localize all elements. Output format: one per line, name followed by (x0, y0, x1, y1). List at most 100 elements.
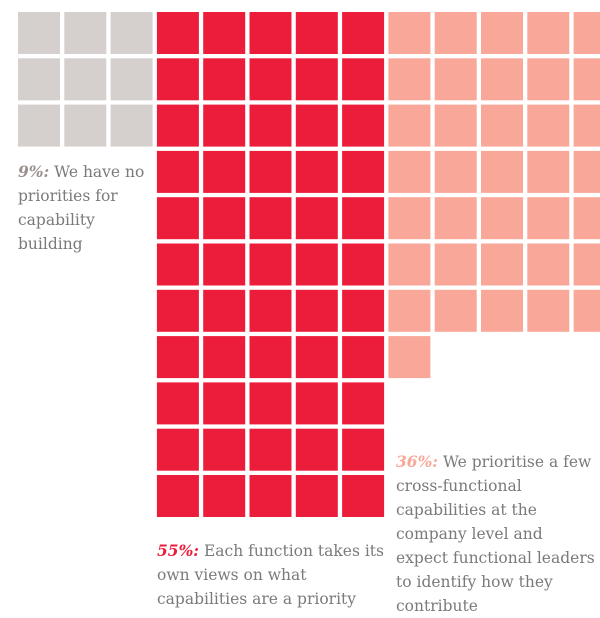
waffle-cell-function (295, 104, 338, 147)
waffle-cell-cross (434, 12, 477, 54)
waffle-cell-cross (388, 336, 431, 379)
waffle-cell-function (156, 289, 199, 332)
waffle-cell-cross (573, 58, 600, 101)
waffle-cell-function (342, 150, 385, 193)
waffle-cell-function (203, 336, 246, 379)
waffle-cell-function (156, 150, 199, 193)
waffle-cell-cross (434, 150, 477, 193)
waffle-cell-function (295, 197, 338, 240)
waffle-cell-function (203, 104, 246, 147)
waffle-cell-cross (573, 12, 600, 54)
waffle-cell-function (342, 58, 385, 101)
waffle-cell-cross (481, 12, 523, 54)
waffle-cell-function (156, 197, 199, 240)
label-no-priorities-percent: 9%: (18, 162, 50, 181)
waffle-cell-cross (481, 243, 523, 286)
waffle-cell-function (342, 428, 385, 471)
waffle-cell-function (295, 336, 338, 379)
waffle-cell-none (110, 58, 153, 101)
waffle-cell-function (156, 58, 199, 101)
waffle-cell-cross (434, 243, 477, 286)
waffle-cell-function (156, 12, 199, 54)
waffle-cell-function (203, 289, 246, 332)
waffle-cell-cross (527, 289, 570, 332)
waffle-cell-cross (388, 289, 431, 332)
waffle-cell-function (156, 428, 199, 471)
waffle-cell-function (249, 336, 292, 379)
waffle-cell-none (18, 12, 60, 54)
waffle-cell-function (156, 382, 199, 425)
label-no-priorities-text: We have no priorities for capability bui… (18, 163, 145, 253)
waffle-cell-cross (388, 104, 431, 147)
waffle-cell-function (342, 336, 385, 379)
waffle-cell-cross (573, 104, 600, 147)
waffle-cell-function (249, 104, 292, 147)
waffle-cell-function (203, 243, 246, 286)
waffle-cell-cross (481, 289, 523, 332)
waffle-cell-none (64, 12, 107, 54)
waffle-cell-cross (388, 243, 431, 286)
label-cross-functional: 36%: We prioritise a few cross-functiona… (396, 450, 596, 618)
waffle-cell-function (295, 243, 338, 286)
waffle-cell-function (249, 382, 292, 425)
waffle-cell-function (295, 428, 338, 471)
waffle-cell-cross (527, 58, 570, 101)
waffle-cell-function (203, 382, 246, 425)
waffle-cell-function (156, 104, 199, 147)
waffle-cell-function (295, 289, 338, 332)
waffle-cell-none (110, 104, 153, 147)
waffle-cell-function (295, 475, 338, 517)
waffle-cell-function (342, 289, 385, 332)
waffle-cell-function (203, 475, 246, 517)
waffle-cell-function (249, 150, 292, 193)
waffle-cell-function (249, 197, 292, 240)
waffle-cell-function (156, 243, 199, 286)
waffle-cell-cross (527, 243, 570, 286)
waffle-cell-function (295, 12, 338, 54)
waffle-cell-function (249, 12, 292, 54)
waffle-cell-none (18, 104, 60, 147)
waffle-cell-function (249, 243, 292, 286)
waffle-cell-function (249, 58, 292, 101)
waffle-cell-none (110, 12, 153, 54)
waffle-cell-cross (481, 104, 523, 147)
waffle-cell-function (203, 428, 246, 471)
waffle-cell-function (156, 336, 199, 379)
waffle-cell-cross (527, 197, 570, 240)
waffle-cell-cross (434, 58, 477, 101)
waffle-cell-cross (527, 150, 570, 193)
waffle-cell-function (295, 150, 338, 193)
label-cross-functional-text: We prioritise a few cross-functional cap… (396, 453, 595, 615)
label-no-priorities: 9%: We have no priorities for capability… (18, 160, 158, 256)
waffle-cell-function (295, 382, 338, 425)
waffle-cell-none (64, 104, 107, 147)
waffle-cell-cross (573, 243, 600, 286)
waffle-cell-cross (388, 197, 431, 240)
waffle-cell-cross (388, 58, 431, 101)
waffle-cell-cross (388, 150, 431, 193)
waffle-cell-cross (388, 12, 431, 54)
waffle-cell-cross (434, 104, 477, 147)
waffle-cell-cross (481, 197, 523, 240)
label-function-priority-text: Each function takes its own views on wha… (157, 542, 384, 608)
waffle-cell-function (342, 197, 385, 240)
waffle-cell-cross (481, 58, 523, 101)
waffle-cell-function (249, 289, 292, 332)
waffle-cell-cross (573, 289, 600, 332)
waffle-cell-function (203, 12, 246, 54)
waffle-cell-cross (573, 197, 600, 240)
waffle-cell-function (342, 104, 385, 147)
waffle-cell-function (342, 475, 385, 517)
waffle-cell-function (342, 382, 385, 425)
waffle-cell-cross (527, 104, 570, 147)
waffle-cell-none (64, 58, 107, 101)
waffle-cell-cross (434, 289, 477, 332)
waffle-cell-cross (573, 150, 600, 193)
waffle-cell-none (18, 58, 60, 101)
waffle-cell-function (249, 475, 292, 517)
label-cross-functional-percent: 36%: (396, 452, 439, 471)
label-function-priority: 55%: Each function takes its own views o… (157, 539, 387, 611)
waffle-cell-function (295, 58, 338, 101)
waffle-cell-function (342, 243, 385, 286)
